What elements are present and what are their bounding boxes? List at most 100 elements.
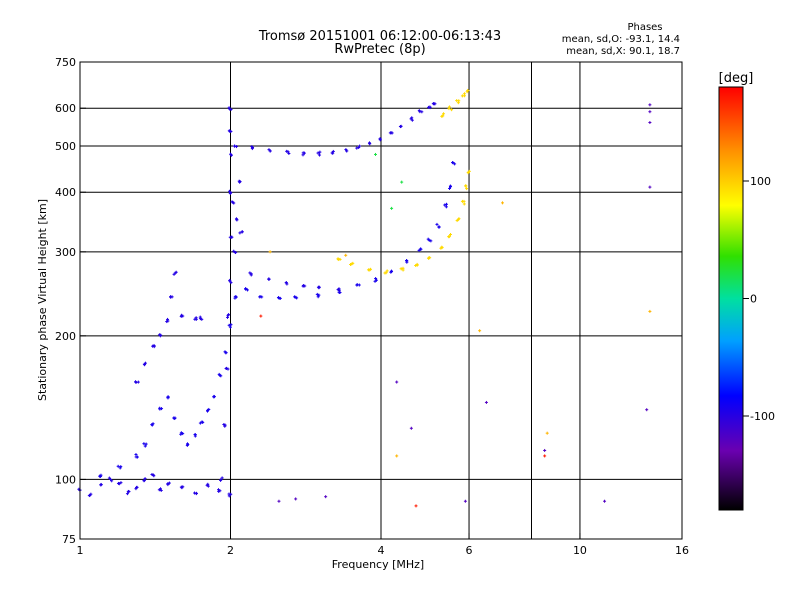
echo-point [428, 106, 432, 110]
echo-point [355, 283, 359, 287]
echo-point [158, 334, 162, 338]
echo-point [414, 504, 418, 508]
echo-point [277, 499, 281, 503]
echo-point [390, 206, 394, 210]
echo-point [227, 494, 231, 498]
echo-point [466, 89, 470, 93]
echo-point [224, 367, 228, 371]
echo-point [448, 186, 452, 190]
echo-point [286, 150, 290, 154]
echo-point [405, 258, 409, 262]
echo-point [349, 262, 353, 266]
echo-point [448, 184, 452, 188]
echo-point [134, 453, 138, 457]
x-axis-label: Frequency [MHz] [332, 558, 424, 571]
echo-point [435, 222, 439, 226]
echo-point [543, 448, 547, 452]
echo-point [409, 426, 413, 430]
echo-point [433, 102, 437, 106]
echo-point [166, 396, 170, 400]
echo-point [223, 423, 227, 427]
echo-point [98, 474, 102, 478]
echo-point [324, 495, 328, 499]
echo-point [249, 273, 253, 277]
echo-point [427, 256, 431, 260]
echo-point [358, 144, 362, 148]
echo-point [181, 485, 185, 489]
echo-point [200, 317, 204, 321]
echo-point [228, 325, 232, 329]
echo-point [220, 476, 224, 480]
echo-point [466, 170, 470, 174]
echo-point [258, 295, 262, 299]
echo-point [417, 109, 421, 113]
echo-point [443, 203, 447, 207]
echo-point [294, 295, 298, 299]
echo-point [185, 443, 189, 447]
echo-point [419, 247, 423, 251]
echo-point [229, 281, 233, 285]
colorbar-ticks: 100 0 -100 [743, 175, 775, 423]
echo-point [233, 295, 237, 299]
echo-point [229, 129, 233, 133]
echo-point [398, 125, 402, 129]
echo-point [648, 110, 652, 114]
y-tick-label: 500 [55, 140, 76, 153]
y-tick-label: 75 [62, 533, 76, 546]
echo-point [232, 249, 236, 253]
echo-point [442, 112, 446, 116]
echo-point [478, 329, 482, 333]
echo-point [603, 499, 607, 503]
echo-point [205, 483, 209, 487]
grid-lines [80, 62, 682, 539]
echo-point [150, 472, 154, 476]
echo-point [648, 103, 652, 107]
echo-point [429, 239, 433, 243]
phase-o-line: mean, sd,O: -93.1, 14.4 [562, 34, 680, 45]
echo-point [228, 191, 232, 195]
echo-point [645, 408, 649, 412]
echo-point [227, 106, 231, 110]
echo-point [234, 251, 238, 255]
echo-point [315, 292, 319, 296]
echo-point [316, 295, 320, 299]
echo-point [240, 230, 244, 234]
echo-point [212, 394, 216, 398]
echo-point [116, 464, 120, 468]
echo-point [244, 287, 248, 291]
echo-point [374, 152, 378, 156]
echo-point [144, 442, 148, 446]
echo-point [427, 238, 431, 242]
echo-point [317, 293, 321, 297]
echo-point [545, 431, 549, 435]
echo-point [316, 151, 320, 155]
echo-point [294, 497, 298, 501]
x-tick-label: 1 [77, 544, 84, 557]
echo-point [218, 373, 222, 377]
echo-point [169, 295, 173, 299]
echo-point [206, 408, 210, 412]
echo-point [179, 314, 183, 318]
echo-point [385, 269, 389, 273]
echo-point [464, 184, 468, 188]
echo-point [126, 489, 130, 493]
colorbar-tick-label: -100 [750, 410, 775, 423]
echo-point [193, 433, 197, 437]
echo-point [267, 277, 271, 281]
echo-point [134, 381, 138, 385]
echo-point [331, 151, 335, 155]
echo-point [194, 491, 198, 495]
echo-point [648, 121, 652, 125]
echo-point [150, 423, 154, 427]
echo-point [447, 107, 451, 111]
colorbar-tick-label: 100 [750, 175, 771, 188]
echo-point [173, 271, 177, 275]
colorbar [718, 86, 744, 511]
echo-point [345, 149, 349, 153]
echo-point [268, 149, 272, 153]
echo-point [441, 114, 445, 118]
echo-point [462, 94, 466, 98]
y-tick-label: 400 [55, 186, 76, 199]
echo-point [318, 153, 322, 157]
